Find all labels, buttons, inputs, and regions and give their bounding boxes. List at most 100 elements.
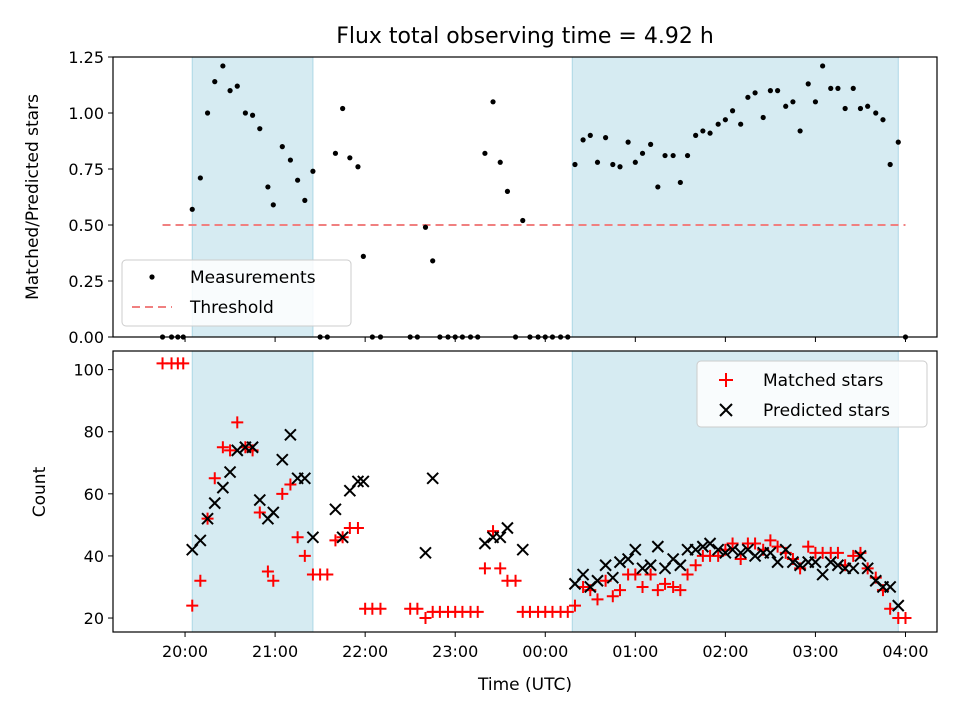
matched-star-marker (321, 568, 334, 581)
y-tick-label: 1.25 (68, 48, 104, 67)
matched-star-marker (899, 612, 912, 625)
matched-star-marker (253, 506, 266, 519)
measurement-point (805, 81, 811, 87)
matched-star-marker (276, 487, 289, 500)
matched-star-marker (374, 602, 387, 615)
matched-star-marker (651, 584, 664, 597)
measurement-point (302, 197, 308, 203)
measurement-point (729, 108, 736, 114)
ratio-legend-box (121, 259, 352, 327)
matched-star-marker (177, 357, 190, 370)
measurement-point (204, 110, 211, 116)
measurement-point (572, 161, 578, 168)
predicted-star-marker (703, 537, 717, 550)
y-tick-label: 1.00 (68, 104, 104, 123)
y-tick-label: 60 (84, 485, 104, 504)
measurement-point (310, 168, 316, 174)
predicted-star-marker (306, 531, 320, 544)
predicted-star-marker (764, 546, 777, 560)
measurement-point (602, 135, 609, 141)
chart-title: Flux total observing time = 4.92 h (336, 24, 714, 49)
measurement-point (220, 63, 226, 69)
x-tick-label: 20:00 (162, 642, 208, 661)
measurement-points (159, 63, 909, 340)
predicted-star-marker (892, 599, 905, 612)
ratio-x-ticks (184, 337, 906, 342)
measurement-point (639, 150, 646, 156)
x-tick-label: 23:00 (432, 642, 478, 661)
predicted-star-marker (644, 559, 657, 572)
x-tick-label: 22:00 (342, 642, 388, 661)
matched-star-marker (186, 599, 199, 612)
count-y-ticks: 20 40 60 80 100 (73, 361, 113, 628)
measurement-point (270, 202, 276, 208)
measurement-point (655, 184, 661, 190)
predicted-star-marker (606, 571, 620, 584)
matched-star-marker (471, 605, 484, 618)
measurement-point (684, 152, 691, 159)
predicted-star-marker (861, 562, 874, 575)
measurement-point (340, 105, 346, 112)
measurement-point (775, 88, 781, 94)
measurement-point (835, 85, 841, 91)
predicted-star-marker (426, 472, 439, 485)
predicted-star-marker (591, 574, 604, 587)
predicted-star-marker (793, 559, 807, 572)
measurement-point (227, 88, 233, 94)
predicted-star-marker (689, 543, 702, 556)
matched-star-marker (267, 574, 280, 587)
measurement-point (625, 139, 631, 145)
measurement-point (594, 159, 601, 165)
predicted-star-marker (216, 481, 230, 494)
x-tick-label: 03:00 (792, 642, 838, 661)
measurement-point (490, 99, 496, 105)
measurement-point (783, 103, 789, 109)
measurement-point (670, 152, 676, 159)
measurement-point (707, 130, 713, 136)
measurement-point (873, 110, 879, 116)
predicted-stars-points (186, 428, 905, 612)
measurement-point (422, 224, 429, 230)
predicted-star-marker (284, 428, 297, 442)
count-x-ticks: 20:00 21:00 22:00 23:00 00:00 01:00 02:00 03:00… (162, 632, 929, 661)
predicted-star-marker (748, 549, 762, 563)
predicted-star-marker (501, 521, 514, 535)
measurement-point (887, 161, 893, 168)
predicted-star-marker (674, 559, 687, 572)
measurement-point (279, 144, 285, 150)
measurement-point (242, 110, 248, 116)
measurement-point (189, 206, 195, 212)
y-tick-label: 100 (73, 361, 104, 380)
legend-matched-label: Matched stars (763, 371, 883, 391)
measurement-point (828, 85, 834, 91)
legend-predicted-label: Predicted stars (763, 401, 890, 421)
measurement-point (632, 159, 638, 165)
matched-star-marker (194, 574, 207, 587)
measurement-point (360, 253, 366, 259)
matched-star-marker (291, 531, 304, 544)
predicted-star-marker (824, 555, 837, 569)
predicted-star-marker (599, 559, 612, 572)
predicted-star-marker (809, 555, 822, 569)
predicted-star-marker (719, 546, 732, 560)
legend-measurements-label: Measurements (190, 268, 316, 288)
predicted-star-marker (329, 503, 342, 516)
matched-star-marker (749, 537, 762, 550)
legend-predicted-marker (719, 403, 733, 417)
x-tick-label: 04:00 (882, 642, 928, 661)
y-tick-label: 0.75 (68, 160, 104, 179)
measurement-point (797, 128, 803, 134)
matched-star-marker (726, 537, 739, 550)
predicted-star-marker (779, 543, 792, 556)
measurement-point (722, 117, 728, 123)
matched-star-marker (802, 540, 815, 553)
predicted-star-marker (201, 512, 214, 525)
y-tick-label: 0.25 (68, 272, 104, 291)
predicted-star-marker (711, 543, 725, 556)
legend-measurements-marker (149, 274, 155, 280)
predicted-star-marker (576, 568, 590, 581)
count-legend: Matched stars Predicted stars (696, 360, 928, 428)
ratio-panel: 0.00 0.25 0.50 0.75 1.00 1.25 Matched/Predict… (23, 48, 938, 347)
matched-star-marker (298, 549, 311, 562)
count-legend-box (696, 360, 928, 428)
